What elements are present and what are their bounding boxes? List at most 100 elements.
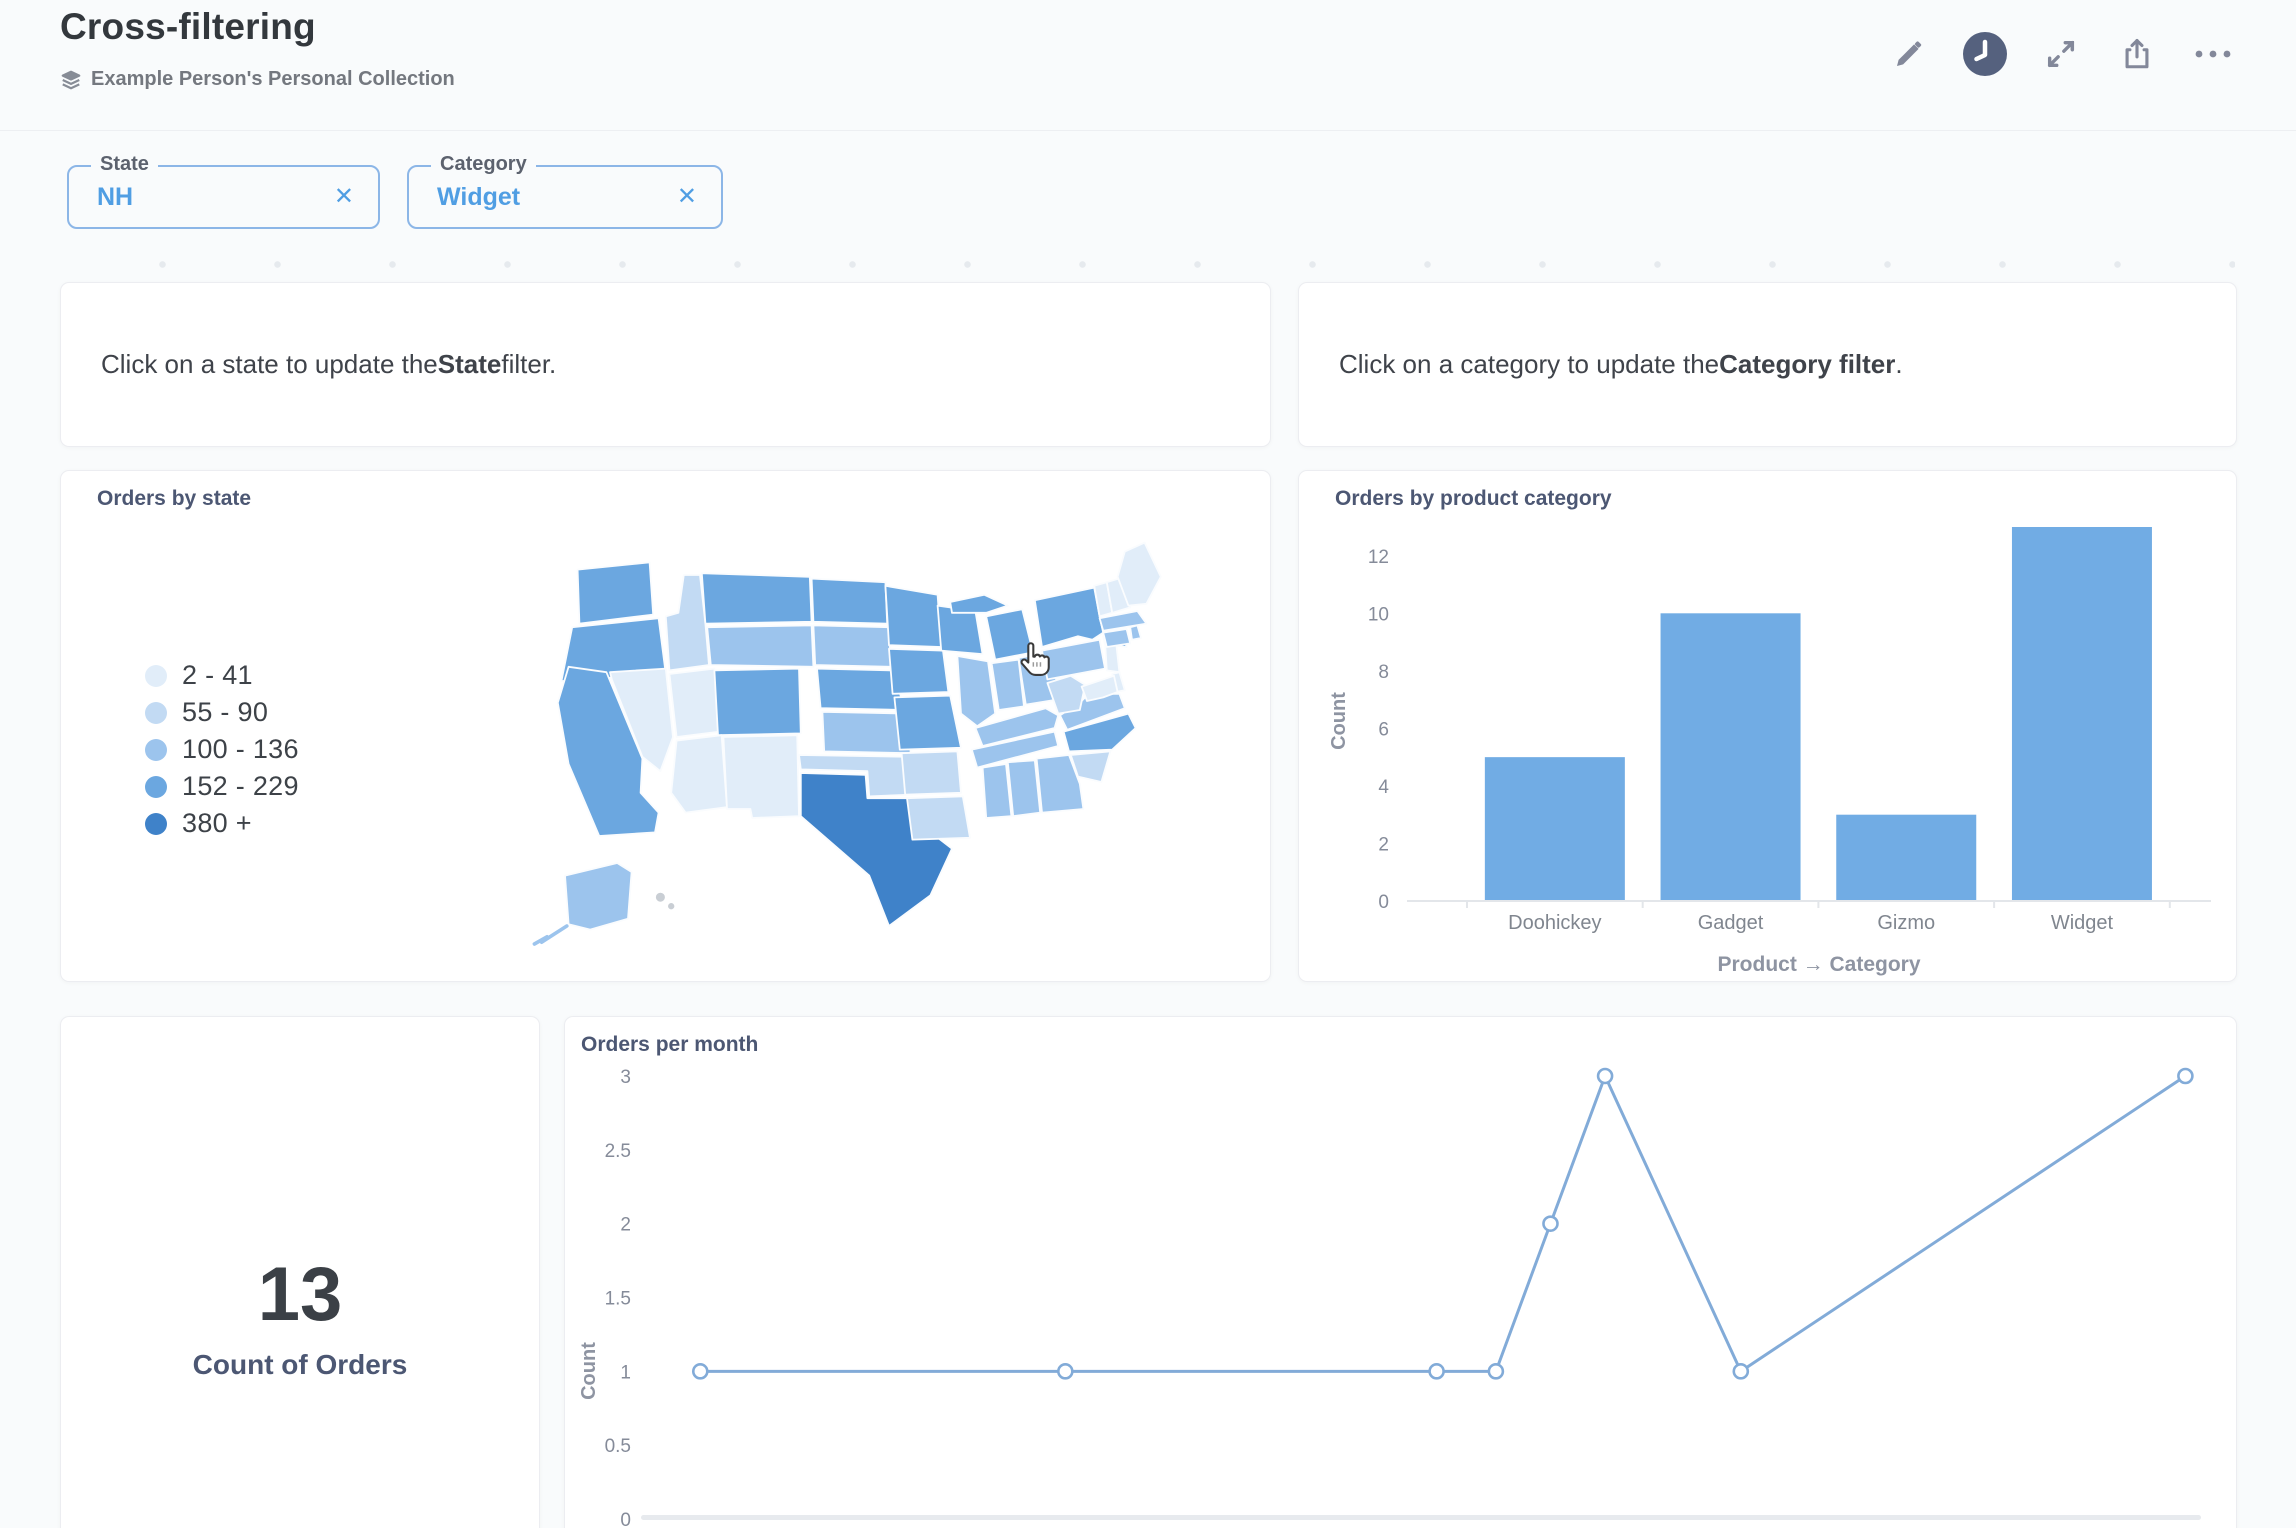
bar-y-tick: 12: [1368, 547, 1389, 568]
state-CT[interactable]: [1102, 628, 1132, 648]
line-point[interactable]: [1732, 1363, 1750, 1380]
us-choropleth-map[interactable]: [411, 521, 1241, 971]
state-MN[interactable]: [884, 584, 943, 648]
orders-line-chart[interactable]: 0 0.5 1 1.5 2 2.5 3 Count: [565, 1061, 2238, 1528]
count-of-orders-card[interactable]: 13 Count of Orders: [60, 1016, 540, 1528]
orders-per-month-card: Orders per month 0 0.5 1 1.5 2 2.5 3 Count: [564, 1016, 2237, 1528]
state-WA[interactable]: [576, 561, 655, 625]
page-title: Cross-filtering: [60, 6, 316, 47]
state-LA[interactable]: [906, 795, 971, 841]
line-point[interactable]: [1487, 1363, 1505, 1380]
state-MD[interactable]: [1080, 674, 1119, 702]
state-IN[interactable]: [990, 658, 1025, 711]
state-TN[interactable]: [970, 730, 1060, 769]
map-legend-item: 380 +: [145, 805, 299, 842]
state-HI[interactable]: [668, 903, 675, 910]
bar-y-tick: 4: [1378, 777, 1389, 798]
state-filter-clear-icon[interactable]: ✕: [333, 183, 354, 210]
state-UT[interactable]: [668, 667, 721, 738]
bar-y-tick: 0: [1378, 892, 1389, 913]
state-MS[interactable]: [981, 763, 1013, 819]
category-filter-value[interactable]: Widget: [437, 182, 521, 211]
line-y-tick: 1.5: [605, 1289, 631, 1310]
state-ME[interactable]: [1116, 541, 1162, 607]
bar-Widget[interactable]: [2011, 527, 2152, 901]
line-point[interactable]: [1057, 1363, 1074, 1380]
state-KY[interactable]: [974, 707, 1060, 747]
orders-by-state-card: Orders by state 2 - 41 55 - 90 100 - 136 15…: [60, 470, 1271, 982]
state-NV[interactable]: [609, 667, 674, 773]
state-filter[interactable]: State NH ✕: [67, 153, 380, 229]
state-AZ[interactable]: [670, 734, 728, 814]
line-point[interactable]: [1428, 1363, 1445, 1380]
state-RI[interactable]: [1129, 624, 1142, 641]
state-MI[interactable]: [949, 593, 1009, 614]
state-AL[interactable]: [1006, 759, 1042, 818]
category-filter-clear-icon[interactable]: ✕: [676, 183, 697, 210]
legend-swatch: [145, 664, 167, 687]
bar-y-axis-label: Count: [1328, 692, 1350, 750]
state-filter-value[interactable]: NH: [97, 182, 134, 211]
legend-label: 380 +: [182, 808, 252, 838]
state-ND[interactable]: [810, 577, 889, 625]
state-PA[interactable]: [1041, 638, 1106, 681]
category-filter[interactable]: Category Widget ✕: [407, 153, 723, 229]
state-NM[interactable]: [722, 734, 800, 819]
state-MA[interactable]: [1098, 610, 1148, 632]
scalar-label: Count of Orders: [192, 1349, 408, 1380]
bar-x-tick: Doohickey: [1508, 912, 1601, 934]
line-series: [700, 1074, 2187, 1373]
share-button[interactable]: [2113, 30, 2161, 78]
bar-Gizmo[interactable]: [1836, 814, 1977, 901]
map-legend-item: 152 - 229: [145, 768, 299, 805]
state-WV[interactable]: [1046, 674, 1087, 715]
state-AK[interactable]: [564, 862, 633, 931]
state-IA[interactable]: [888, 647, 950, 695]
bar-Gadget[interactable]: [1660, 613, 1801, 901]
state-IL[interactable]: [956, 655, 997, 728]
line-y-axis-label: Count: [578, 1342, 600, 1400]
orders-by-state-title: Orders by state: [97, 487, 252, 510]
dashboard-grid-dots: [105, 260, 2235, 269]
legend-label: 2 - 41: [182, 660, 253, 690]
state-NY[interactable]: [1033, 586, 1105, 648]
state-MO[interactable]: [893, 694, 962, 751]
state-CA[interactable]: [556, 665, 660, 837]
text-card-state-body: Click on a state to update the State fil…: [101, 349, 557, 379]
fullscreen-button[interactable]: [2037, 30, 2085, 78]
auto-refresh-button[interactable]: [1961, 30, 2009, 78]
share-icon: [2125, 38, 2149, 69]
state-SD[interactable]: [812, 624, 892, 668]
more-options-button[interactable]: [2189, 30, 2237, 78]
state-AR[interactable]: [900, 750, 962, 796]
breadcrumb[interactable]: Example Person's Personal Collection: [60, 68, 455, 91]
line-point[interactable]: [2177, 1067, 2194, 1085]
state-WY[interactable]: [706, 624, 815, 668]
state-MI[interactable]: [985, 608, 1034, 661]
state-MT[interactable]: [700, 572, 813, 625]
legend-swatch: [145, 701, 167, 724]
line-point[interactable]: [1542, 1215, 1559, 1232]
state-ID[interactable]: [664, 574, 710, 672]
line-point[interactable]: [1596, 1067, 1614, 1085]
line-point[interactable]: [691, 1363, 709, 1380]
bar-y-tick: 6: [1378, 719, 1389, 740]
legend-label: 55 - 90: [182, 697, 269, 727]
pencil-icon: [1897, 41, 1922, 66]
category-bar-chart[interactable]: 0 2 4 6 8 10 12 Count Doohickey Gadget Gizmo Widget…: [1323, 521, 2213, 976]
state-HI[interactable]: [655, 892, 665, 902]
state-SC[interactable]: [1069, 750, 1112, 783]
collection-name[interactable]: Example Person's Personal Collection: [91, 68, 455, 90]
scalar-value: 13: [257, 1252, 343, 1337]
legend-swatch: [145, 738, 167, 761]
state-GA[interactable]: [1035, 754, 1085, 814]
state-CO[interactable]: [713, 667, 802, 737]
text-card-category-body: Click on a category to update the Catego…: [1339, 349, 1903, 379]
line-y-tick: 2.5: [605, 1141, 631, 1162]
state-NC[interactable]: [1062, 712, 1137, 753]
edit-button[interactable]: [1885, 30, 1933, 78]
expand-icon: [2047, 40, 2075, 68]
orders-by-category-card: Orders by product category 0 2 4 6 8 10 12 Coun…: [1298, 470, 2237, 982]
bar-Doohickey[interactable]: [1484, 757, 1625, 901]
